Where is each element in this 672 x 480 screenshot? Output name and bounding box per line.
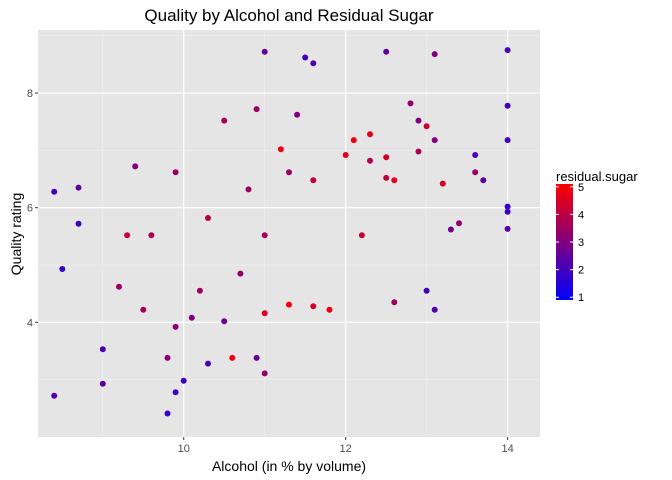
data-point — [237, 270, 244, 277]
data-point — [172, 169, 179, 176]
y-axis-ticks: 4 6 8 — [27, 88, 38, 329]
legend-ticks: 1 2 3 4 5 — [556, 182, 584, 304]
data-point — [310, 303, 317, 310]
data-point — [261, 48, 268, 55]
data-point — [367, 131, 373, 138]
data-point — [253, 106, 260, 113]
data-point — [172, 323, 179, 330]
plot-panel — [38, 30, 540, 437]
data-point — [148, 232, 155, 239]
data-point — [431, 306, 438, 313]
data-point — [99, 380, 106, 387]
x-axis-label: Alcohol (in % by volume) — [212, 458, 366, 474]
data-point — [504, 203, 511, 210]
data-point — [245, 186, 252, 193]
data-point — [75, 220, 82, 227]
data-point — [342, 152, 349, 158]
data-points — [51, 47, 511, 417]
x-tick-label: 14 — [501, 443, 513, 455]
grid-major — [38, 30, 540, 437]
data-point — [294, 111, 301, 118]
data-point — [504, 208, 511, 215]
data-point — [383, 174, 390, 181]
data-point — [132, 163, 139, 170]
data-point — [229, 354, 236, 361]
data-point — [326, 306, 333, 313]
data-point — [277, 146, 284, 153]
x-tick-label: 10 — [178, 443, 190, 455]
data-point — [431, 137, 438, 144]
data-point — [310, 60, 317, 67]
data-point — [407, 100, 414, 107]
data-point — [415, 148, 422, 155]
data-point — [172, 389, 179, 396]
data-point — [164, 354, 171, 361]
legend-tick-label: 3 — [578, 237, 584, 249]
data-point — [164, 410, 171, 417]
legend: residual.sugar 1 2 3 4 5 — [556, 169, 638, 304]
y-tick-label: 4 — [27, 317, 33, 329]
data-point — [383, 154, 390, 161]
data-point — [221, 318, 228, 325]
data-point — [261, 232, 268, 239]
data-point — [358, 232, 365, 239]
data-point — [205, 360, 211, 367]
data-point — [383, 48, 390, 55]
data-point — [221, 117, 228, 124]
data-point — [140, 306, 147, 313]
data-point — [253, 354, 260, 361]
data-point — [261, 310, 268, 317]
data-point — [286, 169, 292, 176]
data-point — [51, 392, 58, 399]
grid-minor — [38, 30, 540, 437]
data-point — [456, 220, 462, 227]
y-tick-label: 8 — [27, 88, 33, 100]
data-point — [99, 346, 106, 353]
data-point — [480, 177, 487, 184]
data-point — [504, 47, 511, 54]
data-point — [302, 54, 309, 61]
data-point — [188, 314, 195, 321]
data-point — [431, 51, 438, 58]
data-point — [423, 287, 430, 294]
data-point — [439, 180, 446, 187]
data-point — [472, 169, 479, 176]
chart-title: Quality by Alcohol and Residual Sugar — [144, 6, 434, 25]
data-point — [116, 283, 122, 290]
data-point — [51, 188, 58, 195]
data-point — [59, 266, 66, 272]
data-point — [415, 117, 422, 124]
legend-tick-label: 2 — [578, 265, 584, 277]
data-point — [423, 123, 430, 130]
data-point — [196, 287, 203, 294]
legend-tick-label: 1 — [578, 292, 584, 304]
data-point — [504, 137, 511, 144]
data-point — [367, 157, 373, 164]
data-point — [504, 102, 511, 109]
data-point — [310, 177, 317, 184]
data-point — [447, 226, 454, 233]
data-point — [124, 232, 131, 239]
data-point — [286, 301, 292, 308]
legend-colorbar — [556, 184, 573, 300]
data-point — [261, 370, 268, 377]
x-axis-ticks: 10 12 14 — [178, 437, 514, 455]
y-axis-label: Quality rating — [8, 193, 24, 275]
x-tick-label: 12 — [340, 443, 352, 455]
legend-tick-label: 4 — [578, 209, 584, 221]
data-point — [350, 137, 357, 144]
data-point — [391, 299, 398, 306]
data-point — [391, 177, 398, 184]
y-tick-label: 6 — [27, 203, 33, 215]
data-point — [75, 184, 82, 191]
legend-title: residual.sugar — [556, 169, 638, 184]
data-point — [472, 152, 479, 158]
data-point — [205, 215, 211, 221]
data-point — [180, 377, 187, 384]
data-point — [504, 225, 511, 232]
legend-tick-label: 5 — [578, 182, 584, 194]
